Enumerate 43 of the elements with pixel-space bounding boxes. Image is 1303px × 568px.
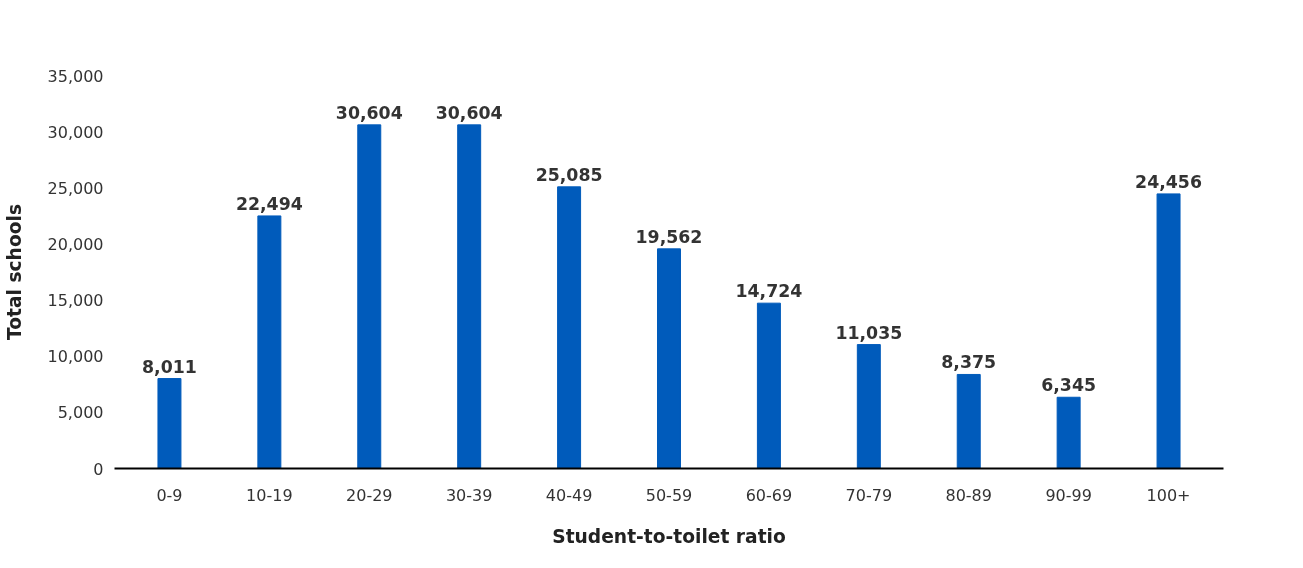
y-tick-label: 25,000 xyxy=(47,178,104,198)
bar xyxy=(1156,193,1181,469)
x-tick-label: 70-79 xyxy=(845,485,893,505)
bar xyxy=(157,378,182,469)
bar xyxy=(257,215,282,469)
y-tick-label: 35,000 xyxy=(47,66,104,86)
x-tick-label: 60-69 xyxy=(745,485,793,505)
data-label: 30,604 xyxy=(435,102,503,123)
bar xyxy=(357,124,382,469)
x-tick-label: 50-59 xyxy=(645,485,693,505)
x-tick-label: 100+ xyxy=(1146,485,1191,505)
bar xyxy=(756,302,781,469)
data-label: 6,345 xyxy=(1041,375,1097,396)
y-tick-label: 5,000 xyxy=(57,403,104,423)
data-label: 19,562 xyxy=(635,226,703,247)
data-label: 22,494 xyxy=(235,193,303,214)
data-label: 11,035 xyxy=(835,322,903,343)
y-tick-label: 30,000 xyxy=(47,122,104,142)
x-tick-label: 30-39 xyxy=(445,485,493,505)
x-tick-label: 20-29 xyxy=(346,485,393,505)
data-label: 14,724 xyxy=(735,281,803,302)
bar xyxy=(1056,396,1081,469)
x-axis-title: Student-to-toilet ratio xyxy=(552,525,786,547)
bar xyxy=(856,344,881,469)
x-tick-label: 10-19 xyxy=(246,485,293,505)
y-tick-label: 20,000 xyxy=(47,234,104,254)
y-axis-title: Total schools xyxy=(3,203,25,341)
x-tick-label: 90-99 xyxy=(1045,485,1092,505)
bar xyxy=(956,373,981,469)
y-tick-label: 10,000 xyxy=(47,347,104,367)
x-tick-label: 40-49 xyxy=(545,485,593,505)
data-label: 8,375 xyxy=(941,352,997,373)
y-tick-label: 15,000 xyxy=(47,291,104,311)
x-tick-label: 80-89 xyxy=(945,485,992,505)
data-label: 24,456 xyxy=(1135,171,1202,192)
data-label: 8,011 xyxy=(142,356,197,377)
y-tick-label: 0 xyxy=(93,459,104,479)
bar xyxy=(657,248,681,469)
data-label: 30,604 xyxy=(335,102,403,123)
data-label: 25,085 xyxy=(535,164,603,185)
bar xyxy=(557,186,582,469)
x-tick-label: 0-9 xyxy=(156,485,183,505)
bar xyxy=(457,124,482,469)
